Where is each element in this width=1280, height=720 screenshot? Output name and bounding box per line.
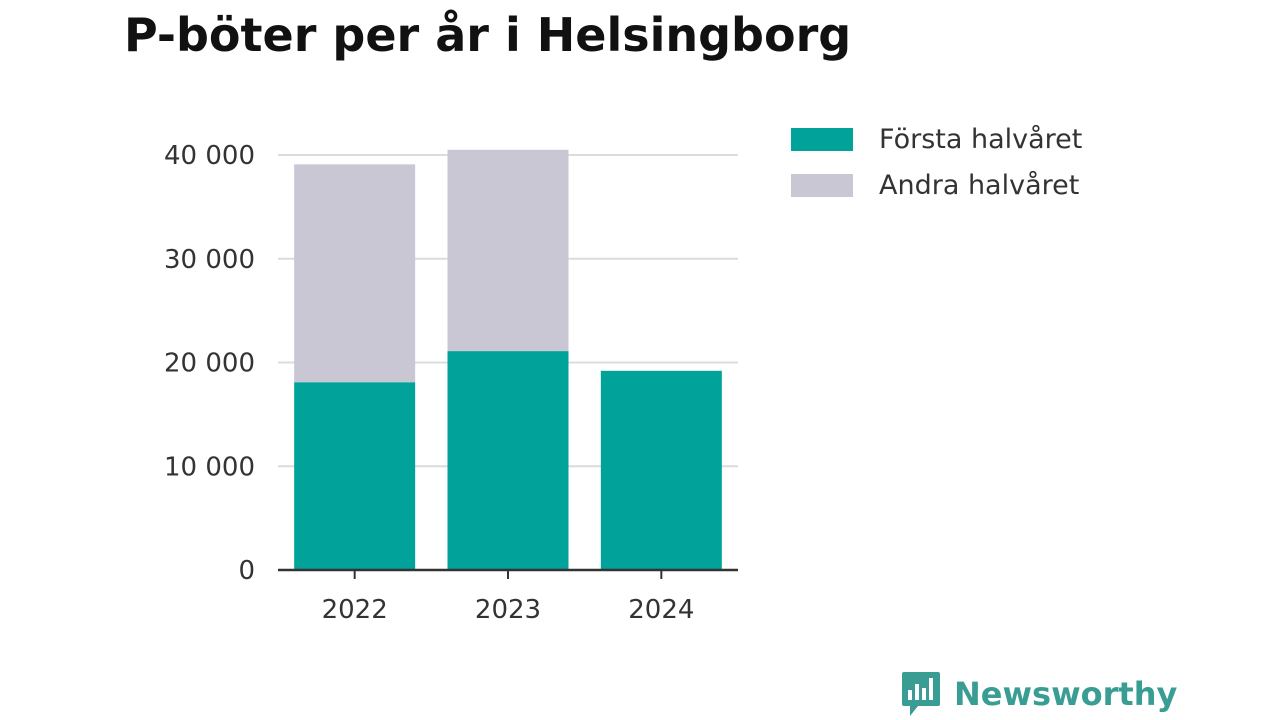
y-tick-label: 40 000: [164, 141, 255, 171]
bar-2023-series-0: [447, 351, 569, 570]
legend-swatch-first-half: [791, 127, 853, 151]
bars: [294, 149, 722, 570]
legend-label-second-half: Andra halvåret: [879, 169, 1080, 201]
brand-name: Newsworthy: [954, 675, 1178, 713]
legend-item-second-half: Andra halvåret: [791, 162, 1082, 208]
bar-2024-series-0: [600, 370, 722, 570]
y-tick-label: 10 000: [164, 452, 255, 482]
x-tick-label: 2023: [475, 595, 541, 625]
bar-2023-series-1: [447, 149, 569, 352]
legend-item-first-half: Första halvåret: [791, 116, 1082, 162]
bar-2022-series-1: [294, 164, 416, 383]
legend: Första halvåret Andra halvåret: [791, 116, 1082, 208]
brand: Newsworthy: [900, 670, 1177, 718]
y-tick-labels: 0 10 000 20 000 30 000 40 000: [164, 141, 255, 586]
chart-title: P-böter per år i Helsingborg: [124, 8, 852, 62]
x-tick-label: 2022: [322, 595, 388, 625]
bar-2022-series-0: [294, 382, 416, 570]
axes: [278, 568, 738, 579]
y-tick-label: 20 000: [164, 349, 255, 379]
y-tick-label: 30 000: [164, 245, 255, 275]
x-tick-labels: 2022 2023 2024: [322, 595, 695, 625]
legend-swatch-second-half: [791, 173, 853, 197]
legend-label-first-half: Första halvåret: [879, 123, 1083, 155]
newsworthy-logo-icon: [902, 672, 940, 716]
x-tick-label: 2024: [628, 595, 694, 625]
y-tick-label: 0: [238, 556, 255, 586]
